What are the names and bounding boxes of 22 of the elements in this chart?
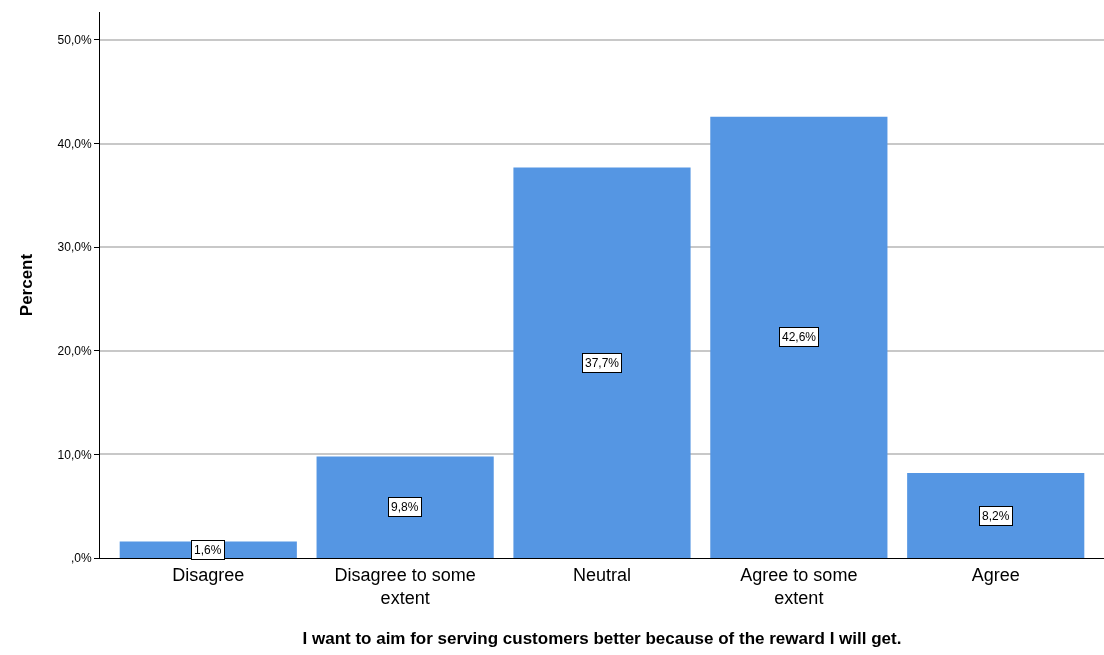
bar bbox=[513, 167, 691, 558]
x-tick-label: Disagree bbox=[172, 564, 245, 585]
data-label: 37,7% bbox=[585, 356, 620, 370]
x-tick-label: Agree to some extent bbox=[740, 564, 858, 608]
bar bbox=[907, 473, 1085, 558]
y-tick-label: 10,0% bbox=[57, 447, 92, 462]
data-label: 8,2% bbox=[982, 509, 1010, 523]
bar bbox=[316, 456, 494, 558]
bar bbox=[710, 116, 888, 558]
data-label: 1,6% bbox=[194, 543, 222, 557]
x-axis-title: I want to aim for serving customers better because of the reward I will get. bbox=[302, 629, 902, 649]
y-tick-label: 40,0% bbox=[57, 136, 92, 151]
y-tick-label: 20,0% bbox=[57, 343, 92, 358]
data-label: 42,6% bbox=[782, 330, 817, 344]
y-tick-label: 30,0% bbox=[57, 240, 92, 255]
x-tick-label: Neutral bbox=[572, 564, 632, 585]
y-tick-label: ,0% bbox=[70, 551, 92, 566]
y-tick-label: 50,0% bbox=[57, 33, 92, 48]
data-label: 9,8% bbox=[391, 500, 419, 514]
x-tick-label: Disagree to some extent bbox=[334, 564, 476, 608]
y-axis-title: Percent bbox=[17, 253, 37, 317]
x-tick-label: Agree bbox=[971, 564, 1020, 585]
